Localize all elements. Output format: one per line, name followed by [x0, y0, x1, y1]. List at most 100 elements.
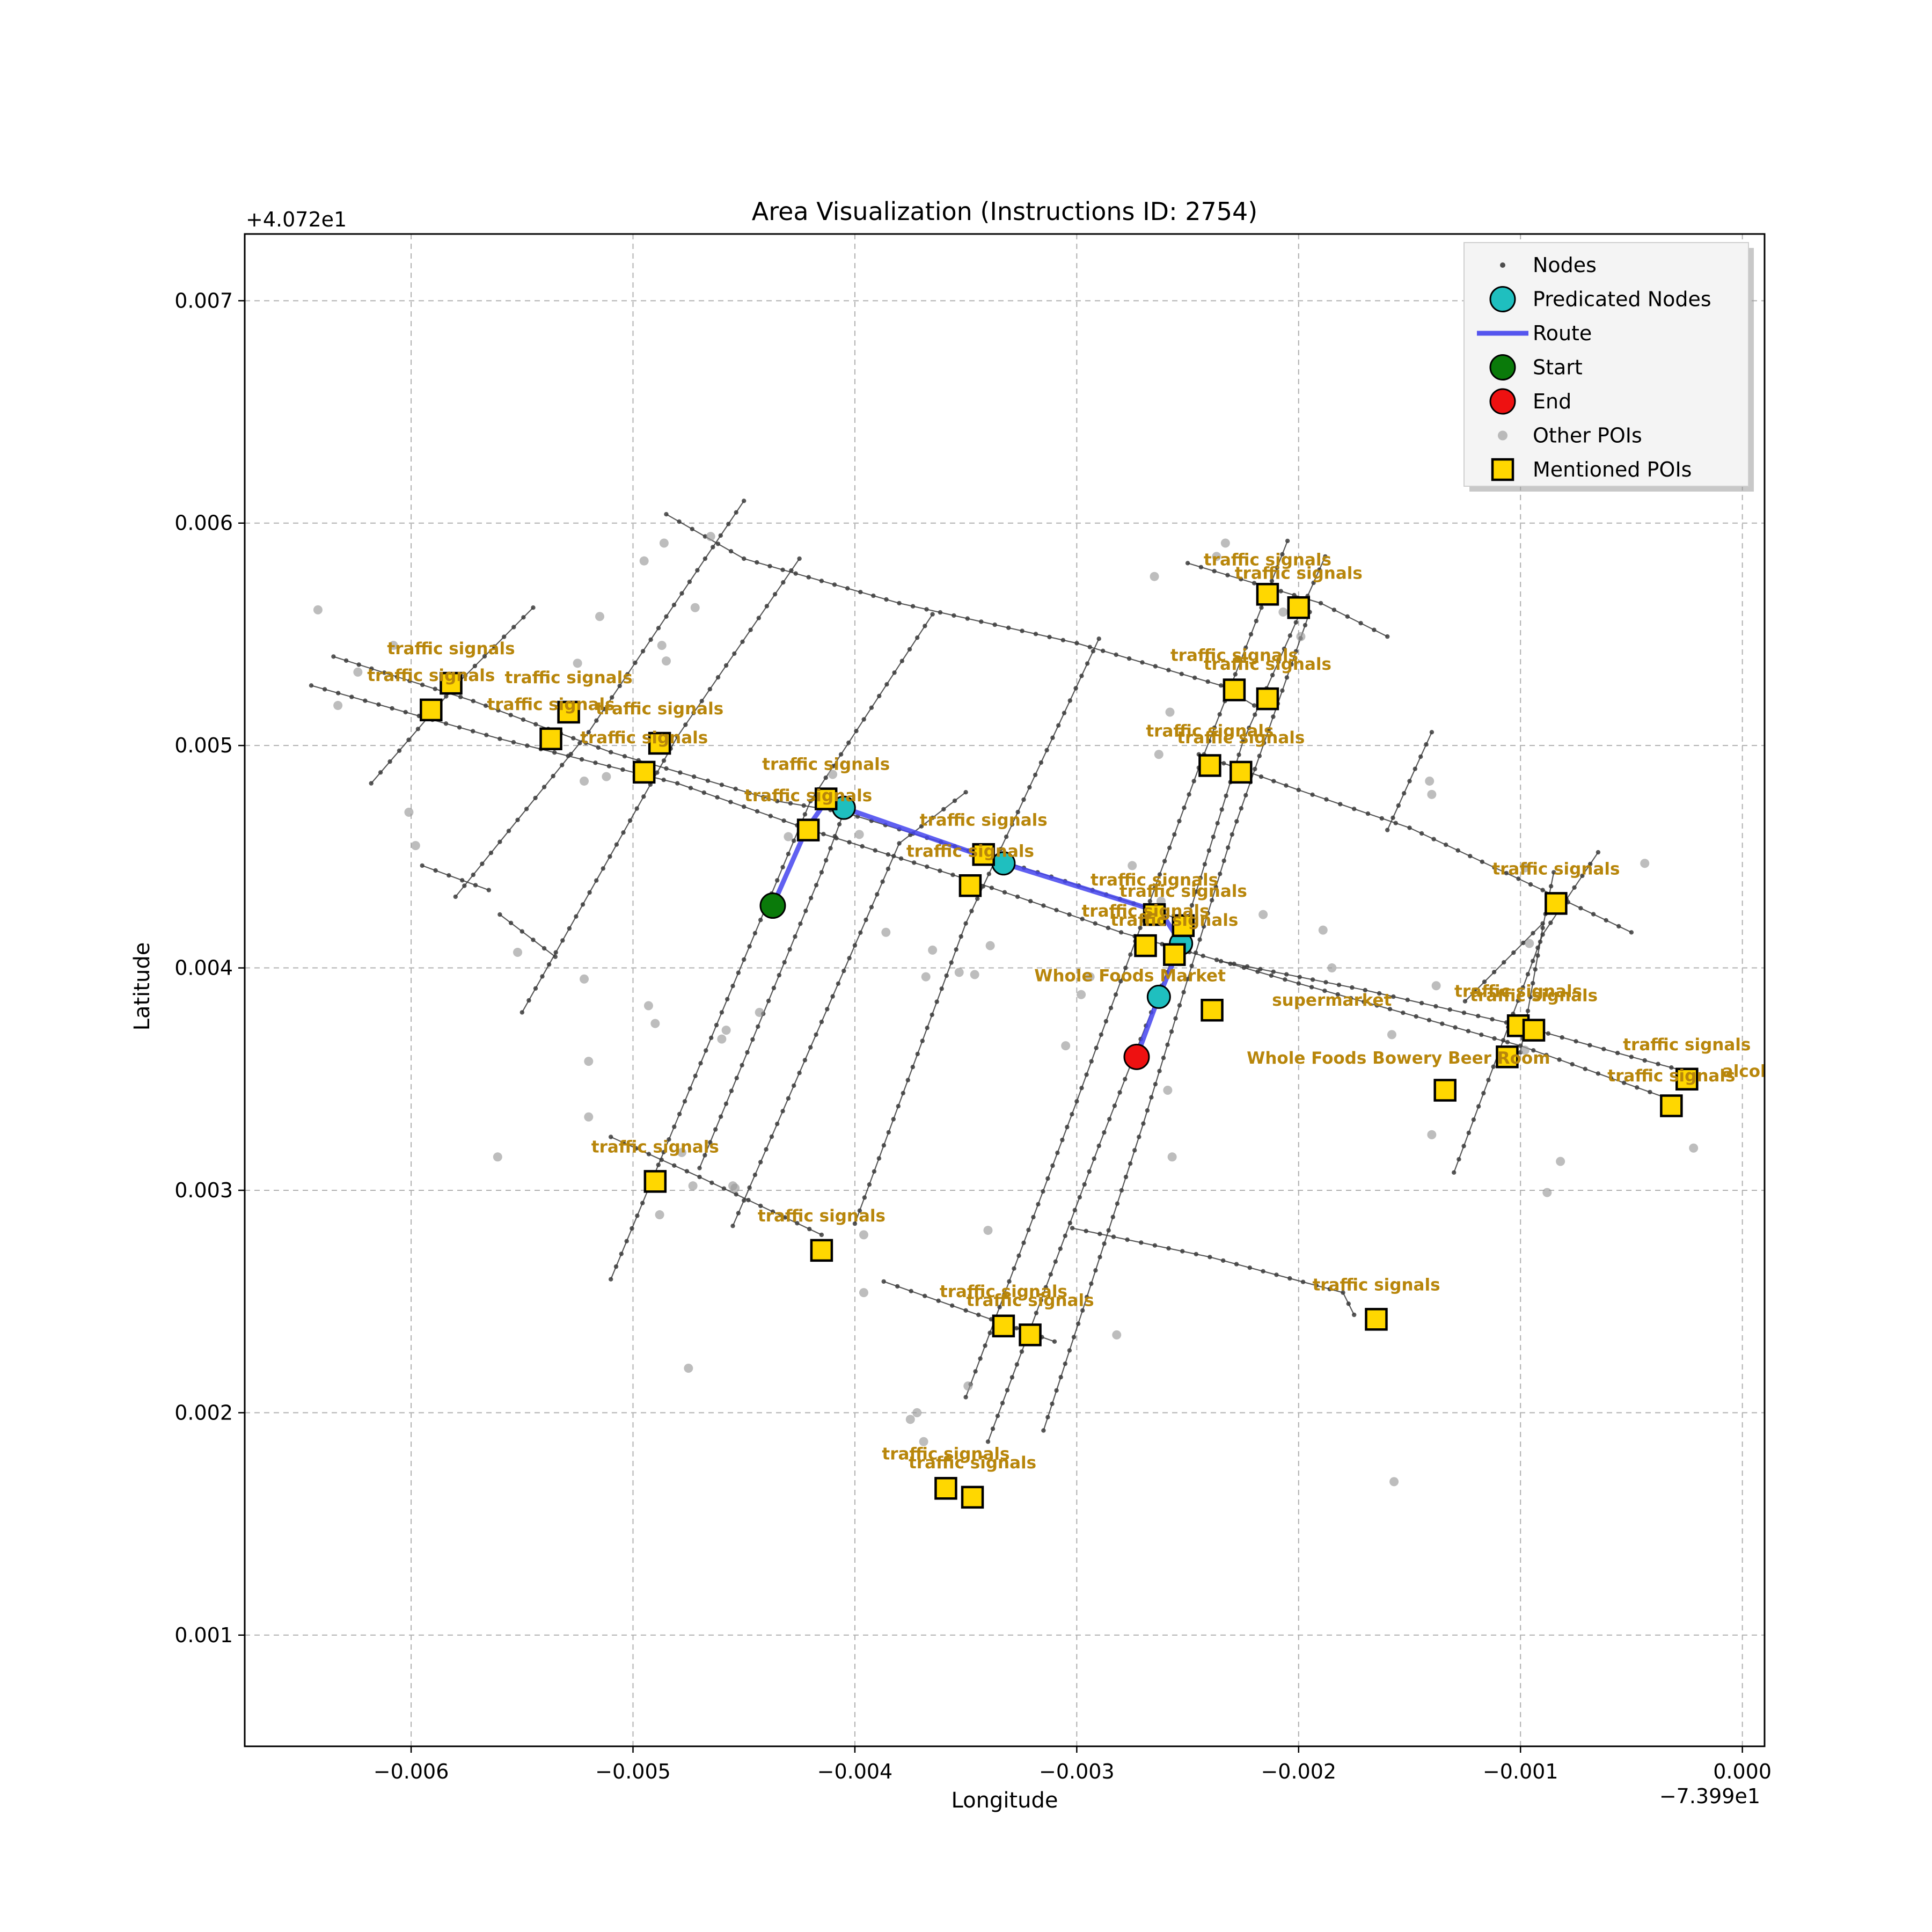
mentioned-poi-marker	[1163, 943, 1186, 966]
street-node	[1516, 998, 1520, 1003]
street-node	[862, 1195, 867, 1200]
street-node	[1546, 1031, 1551, 1036]
other-poi-marker	[921, 972, 931, 982]
street-node	[1317, 567, 1322, 572]
street-node	[772, 592, 778, 597]
street-node	[819, 1019, 824, 1024]
street-node	[910, 1065, 916, 1070]
legend: Nodes Predicated Nodes Route Start End Other …	[1463, 242, 1754, 492]
street-node	[1126, 656, 1132, 661]
street-node	[1426, 1018, 1432, 1023]
street-node	[471, 872, 475, 877]
street-node	[819, 870, 824, 875]
street-node	[1252, 703, 1257, 708]
street-node	[433, 686, 437, 691]
y-tick-label: 0.002	[174, 1401, 233, 1424]
street-node	[1296, 981, 1301, 986]
street-node	[1080, 1308, 1085, 1313]
street-node	[1471, 1117, 1476, 1122]
street-node	[880, 879, 885, 884]
other-poi-marker	[1640, 859, 1650, 868]
street-node	[898, 856, 904, 861]
street-node	[1540, 921, 1545, 926]
street-node	[672, 1163, 677, 1168]
legend-end-swatch	[1489, 388, 1516, 415]
street-node	[1418, 754, 1423, 759]
street-node	[734, 1192, 738, 1197]
other-poi-marker	[1085, 972, 1095, 982]
other-poi-marker	[1220, 538, 1230, 548]
street-node	[433, 868, 438, 873]
street-node	[609, 1135, 613, 1139]
mentioned-poi-label: traffic signals	[1170, 646, 1298, 665]
street-node	[1491, 970, 1497, 975]
street-node	[707, 687, 713, 692]
street-node	[1034, 1311, 1039, 1315]
mentioned-poi-label: traffic signals	[906, 841, 1034, 861]
street-node	[730, 984, 735, 989]
street-node	[531, 938, 536, 942]
street-node	[1521, 940, 1526, 946]
street-node	[1038, 1298, 1044, 1302]
street-node	[963, 790, 968, 795]
street-node	[702, 556, 708, 561]
street-node	[1118, 979, 1123, 984]
street-node	[944, 973, 949, 978]
street-node	[664, 614, 669, 619]
street-node	[571, 736, 576, 741]
street-node	[1396, 803, 1401, 808]
street-node	[1247, 726, 1252, 730]
street-node	[420, 863, 425, 868]
street-node	[511, 740, 516, 745]
street-node	[541, 946, 547, 951]
street-node	[1020, 628, 1024, 633]
street-node	[1028, 899, 1033, 904]
street-node	[1169, 1029, 1174, 1034]
other-poi-marker	[643, 1001, 653, 1011]
street-node	[836, 981, 841, 986]
street-node	[508, 920, 514, 926]
street-node	[1379, 816, 1384, 821]
street-node	[831, 764, 836, 769]
other-poi-marker	[1318, 925, 1328, 935]
street-node	[1531, 958, 1535, 963]
mentioned-poi-label: traffic signals	[762, 755, 890, 774]
mentioned-poi-marker	[643, 1170, 667, 1193]
street-node	[1050, 735, 1055, 740]
street-node	[777, 972, 782, 978]
x-tick-label: −0.001	[1483, 1760, 1558, 1783]
street-node	[1324, 797, 1329, 802]
street-node	[1062, 711, 1067, 715]
street-node	[709, 1180, 714, 1185]
street-node	[1258, 967, 1263, 972]
street-node	[634, 1146, 639, 1151]
street-node	[1000, 1401, 1005, 1406]
street-node	[1014, 1362, 1020, 1367]
street-node	[1218, 683, 1224, 688]
street-node	[1201, 954, 1205, 958]
mentioned-poi-label: traffic signals	[1177, 728, 1305, 748]
mentioned-poi-label: traffic signals	[1235, 564, 1363, 583]
street-node	[886, 1130, 891, 1135]
street-node	[1419, 831, 1424, 836]
street-node	[1166, 1246, 1171, 1251]
street-node	[786, 1096, 791, 1101]
street-node	[1253, 712, 1257, 717]
street-node	[1615, 1050, 1620, 1056]
street-node	[1073, 686, 1078, 691]
street-node	[1139, 1240, 1144, 1245]
street-node	[699, 699, 704, 704]
x-tick-label: −0.003	[1039, 1760, 1115, 1783]
street-node	[701, 790, 707, 795]
street-node	[1447, 1007, 1452, 1012]
mentioned-poi-marker	[814, 787, 838, 810]
street-node	[1099, 1032, 1103, 1037]
street-node	[1580, 873, 1585, 879]
street-node	[1239, 806, 1243, 811]
street-node	[715, 541, 721, 546]
mentioned-poi-marker	[1223, 678, 1246, 701]
street-node	[930, 612, 935, 617]
street-node	[715, 675, 721, 680]
street-node	[621, 830, 626, 835]
street-node	[924, 607, 929, 612]
